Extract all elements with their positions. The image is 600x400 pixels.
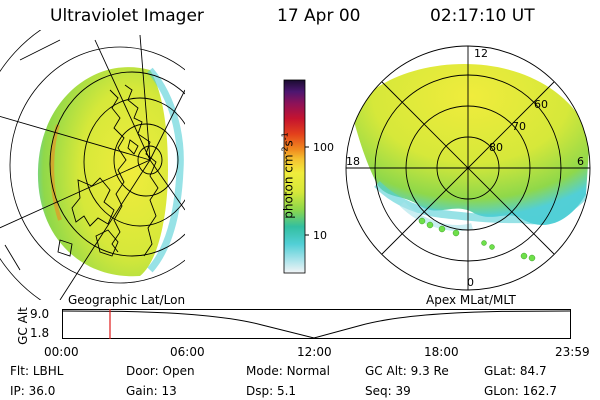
mlt-label-12: 12 [474,47,488,60]
altitude-tick-low: 1.8 [30,326,50,340]
colorbar-units-label: photon cm-2s-1 [280,132,296,219]
time-tick-1800: 18:00 [424,345,459,359]
info-gc-alt: GC Alt: 9.3 Re [365,364,449,378]
colorbar-tick-100: 100 [313,141,334,154]
image-time: 02:17:10 UT [430,6,535,26]
instrument-title: Ultraviolet Imager [50,6,204,26]
time-tick-1200: 12:00 [297,345,332,359]
info-ip: IP: 36.0 [10,384,56,398]
altitude-plot [62,309,571,339]
time-tick-0000: 00:00 [44,345,79,359]
lat-label-70: 70 [512,120,526,133]
mlt-label-6: 6 [577,155,584,168]
info-glon: GLon: 162.7 [484,384,557,398]
time-tick-2359: 23:59 [555,345,590,359]
image-date: 17 Apr 00 [277,6,361,26]
colorbar-tick-10: 10 [313,229,327,242]
info-glat: GLat: 84.7 [484,364,547,378]
polar-plot [345,45,591,291]
lat-label-80: 80 [489,141,503,154]
info-seq: Seq: 39 [365,384,411,398]
altitude-axis-label: GC Alt [15,307,30,345]
info-flt: Flt: LBHL [10,364,64,378]
info-door: Door: Open [126,364,195,378]
mlt-label-0: 0 [467,276,474,289]
altitude-tick-high: 9.0 [30,307,50,321]
mlt-label-18: 18 [346,155,360,168]
geographic-image [0,30,185,300]
info-mode: Mode: Normal [246,364,330,378]
info-dsp: Dsp: 5.1 [246,384,297,398]
lat-label-60: 60 [534,98,548,111]
time-tick-0600: 06:00 [170,345,205,359]
geographic-projection-label: Geographic Lat/Lon [68,293,186,307]
colorbar [283,79,309,274]
info-gain: Gain: 13 [126,384,177,398]
apex-projection-label: Apex MLat/MLT [426,293,516,307]
